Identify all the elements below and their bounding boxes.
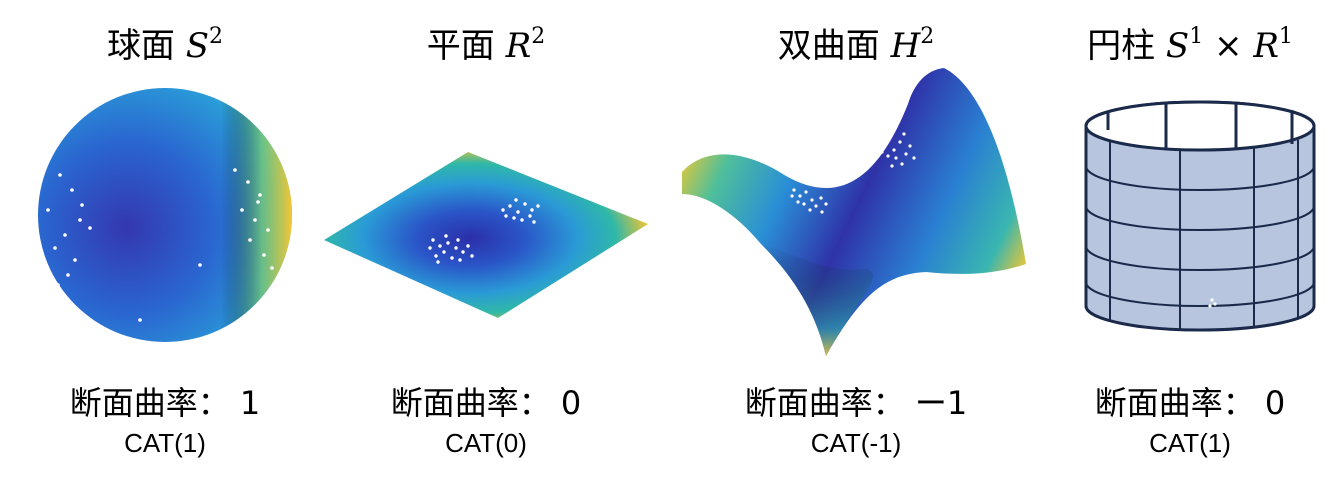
plane-curvature: 断面曲率： 0	[318, 378, 654, 424]
plane-superscript: 2	[531, 24, 546, 49]
hyperbolic-symbol: H	[890, 26, 921, 66]
cylinder-curvature-value: 0	[1264, 384, 1286, 422]
hyperbolic-title: 双曲面 H2	[676, 18, 1036, 67]
plane-cat: CAT(0)	[445, 428, 527, 458]
cylinder-ring	[1085, 245, 1315, 271]
plane-body	[324, 152, 648, 318]
sphere-points	[46, 168, 274, 322]
plane-symbol: R	[505, 26, 532, 66]
hyperbolic-curvature: 断面曲率： ー1	[676, 378, 1036, 424]
cylinder-times: ×	[1214, 26, 1243, 66]
sphere-superscript: 2	[209, 24, 224, 49]
hyperbolic-cat: CAT(-1)	[810, 428, 902, 458]
cylinder-surface	[1084, 100, 1316, 332]
panel-plane: 平面 R2 断面曲率： 0 CAT(0)	[318, 0, 654, 482]
cylinder-ring	[1085, 205, 1315, 231]
sphere-name: 球面	[106, 26, 175, 66]
sphere-curvature-label: 断面曲率：	[69, 384, 230, 422]
cylinder-top-opening	[1086, 102, 1314, 150]
cylinder-top-rim	[1084, 100, 1316, 127]
hyperbolic-superscript: 2	[920, 24, 935, 49]
hyperbolic-body	[682, 68, 1026, 356]
panel-cylinder: 円柱 S1 × R1	[1050, 0, 1330, 482]
cylinder-cat: CAT(1)	[1149, 428, 1231, 458]
cylinder-title: 円柱 S1 × R1	[1050, 18, 1330, 67]
plane-name: 平面	[426, 26, 495, 66]
hyperbolic-lower-shading	[761, 244, 874, 356]
sphere-curvature-value: 1	[239, 384, 261, 422]
sphere-curvature: 断面曲率： 1	[20, 378, 310, 424]
cylinder-bottom-rim	[1084, 305, 1316, 332]
cylinder-curvature-label: 断面曲率：	[1094, 384, 1255, 422]
cylinder-superscript-2: 1	[1278, 24, 1293, 49]
cylinder-ring	[1085, 165, 1315, 191]
plane-title: 平面 R2	[318, 18, 654, 67]
cylinder-points	[1208, 298, 1217, 308]
hyperbolic-curvature-label: 断面曲率：	[744, 384, 905, 422]
hyperbolic-curvature-value: ー1	[914, 384, 968, 422]
hyperbolic-surface	[682, 68, 1026, 356]
plane-curvature-value: 0	[560, 384, 582, 422]
cylinder-name: 円柱	[1087, 26, 1156, 66]
plane-points	[428, 198, 540, 264]
cylinder-top-front-rim	[1084, 125, 1316, 152]
sphere-surface	[38, 88, 292, 342]
sphere-symbol: S	[185, 26, 210, 66]
sphere-shading	[38, 88, 292, 342]
panel-hyperbolic: 双曲面 H2	[676, 0, 1036, 482]
cylinder-superscript-1: 1	[1189, 24, 1204, 49]
cylinder-symbol-2: R	[1253, 26, 1279, 66]
plane-curvature-label: 断面曲率：	[390, 384, 551, 422]
hyperbolic-points	[790, 132, 916, 214]
sphere-title: 球面 S2	[20, 18, 310, 67]
cylinder-ring	[1085, 281, 1315, 307]
hyperbolic-name: 双曲面	[777, 26, 880, 66]
cylinder-body	[1086, 102, 1314, 330]
cylinder-symbol-1: S	[1165, 26, 1190, 66]
sphere-cat: CAT(1)	[124, 428, 206, 458]
panel-sphere: 球面 S2	[20, 0, 310, 482]
cylinder-curvature: 断面曲率： 0	[1050, 378, 1330, 424]
plane-surface	[324, 152, 648, 318]
